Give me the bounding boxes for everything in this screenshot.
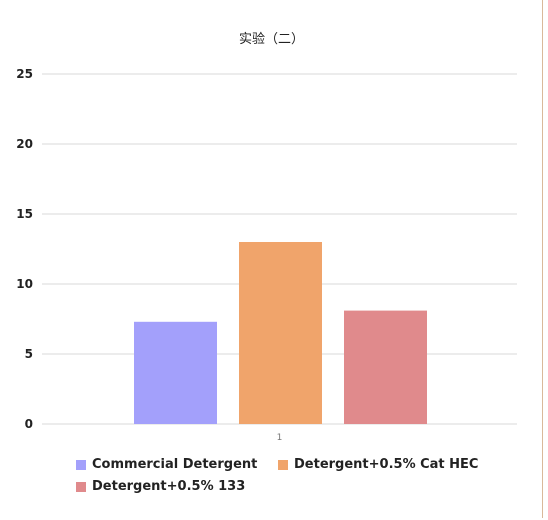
legend-item-2: Detergent+0.5% 133 bbox=[76, 479, 245, 494]
y-tick-label-10: 10 bbox=[16, 277, 33, 291]
legend-swatch-2 bbox=[76, 481, 86, 492]
bar-0 bbox=[134, 321, 217, 424]
chart-svg: 0 5 10 15 20 25 1 bbox=[16, 67, 517, 443]
bar-2 bbox=[344, 310, 427, 424]
y-tick-label-0: 0 bbox=[25, 417, 33, 431]
y-tick-label-20: 20 bbox=[16, 137, 33, 151]
bar-1 bbox=[239, 242, 322, 424]
legend-swatch-0 bbox=[76, 459, 86, 470]
legend-label-1: Detergent+0.5% Cat HEC bbox=[294, 457, 479, 472]
legend-label-2: Detergent+0.5% 133 bbox=[92, 479, 246, 494]
legend-item-1: Detergent+0.5% Cat HEC bbox=[278, 457, 478, 472]
y-tick-label-25: 25 bbox=[16, 67, 33, 81]
y-tick-label-5: 5 bbox=[25, 347, 33, 361]
x-category-label: 1 bbox=[277, 433, 283, 443]
legend-item-0: Commercial Detergent bbox=[76, 457, 257, 472]
legend-swatch-1 bbox=[278, 459, 288, 470]
legend-label-0: Commercial Detergent bbox=[92, 457, 258, 472]
y-tick-label-15: 15 bbox=[16, 207, 33, 221]
chart-title: 实验（二） bbox=[238, 32, 304, 47]
